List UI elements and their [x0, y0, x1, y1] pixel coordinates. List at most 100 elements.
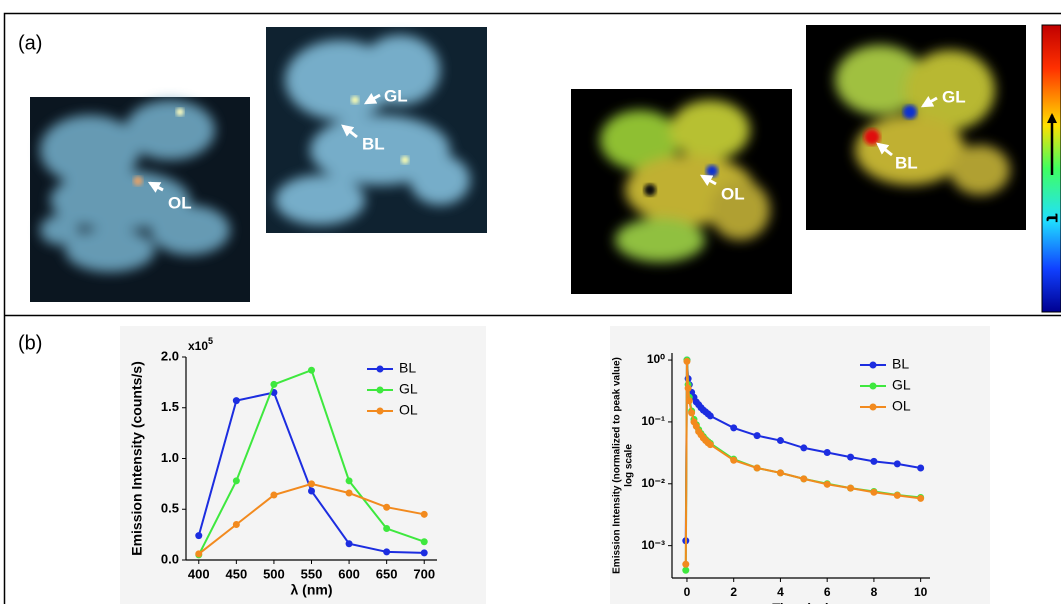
data-point [383, 525, 391, 533]
image-label: OL [168, 193, 192, 212]
data-point [706, 412, 714, 420]
data-point [383, 503, 391, 511]
y-axis-label: Emission Intensity (normalized to peak v… [612, 357, 623, 574]
data-point [232, 477, 240, 485]
x-tick-label: 400 [188, 566, 210, 581]
x-tick-label: 4 [777, 585, 784, 599]
figure-border [3, 12, 1061, 604]
legend-marker [376, 407, 384, 415]
data-point [683, 357, 691, 365]
data-point [684, 384, 692, 392]
legend-label: BL [399, 360, 416, 376]
y-axis-sublabel: log scale [624, 444, 635, 487]
data-point [682, 566, 690, 574]
y-tick-label: 10⁻² [641, 476, 665, 490]
x-tick-label: 0 [684, 585, 691, 599]
data-point [706, 441, 714, 449]
y-multiplier: x105 [188, 336, 213, 353]
y-tick-label: 10⁰ [647, 352, 665, 366]
data-point [870, 488, 878, 496]
data-point [753, 464, 761, 472]
data-point [232, 397, 240, 405]
data-point [917, 494, 925, 502]
data-point [308, 366, 315, 374]
micrograph [30, 97, 250, 302]
micrograph [266, 27, 487, 233]
data-point [730, 424, 738, 432]
data-point [688, 409, 696, 417]
legend-marker [376, 365, 384, 373]
colorbar-label: τ [1042, 214, 1061, 223]
data-point [383, 548, 391, 556]
data-point [847, 453, 855, 461]
data-point [308, 480, 315, 488]
chart-background [610, 326, 990, 604]
data-point [420, 510, 428, 518]
data-point [195, 532, 203, 540]
legend-label: GL [399, 381, 418, 397]
fluorescence-map [806, 25, 1026, 230]
x-tick-label: 700 [413, 566, 435, 581]
legend-marker [869, 403, 877, 411]
legend-label: OL [892, 398, 911, 414]
y-axis-label: Emission Intensity (counts/s) [129, 361, 145, 555]
data-point [420, 549, 428, 557]
legend-label: OL [399, 402, 418, 418]
data-point [685, 397, 693, 405]
data-point [893, 460, 901, 468]
y-multiplier-base: x10 [188, 339, 208, 353]
data-point [917, 464, 925, 472]
x-tick-label: 10 [914, 585, 928, 599]
data-point [682, 560, 690, 568]
legend-marker [869, 382, 877, 390]
data-point [270, 380, 278, 388]
y-tick-label: 1.0 [161, 450, 179, 465]
x-tick-label: 8 [871, 585, 878, 599]
y-tick-label: 10⁻¹ [641, 414, 665, 428]
data-point [823, 480, 831, 488]
data-point [692, 422, 700, 430]
image-label: GL [384, 86, 408, 105]
x-tick-label: 2 [730, 585, 737, 599]
data-point [800, 444, 808, 452]
data-point [753, 432, 761, 440]
data-point [420, 538, 428, 546]
data-point [270, 491, 278, 499]
x-tick-label: 650 [376, 566, 398, 581]
image-label: GL [942, 87, 966, 106]
legend-marker [869, 361, 877, 369]
x-tick-label: 6 [824, 585, 831, 599]
image-label: OL [721, 184, 745, 203]
x-axis-label: Time (μs) [772, 600, 830, 604]
data-point [893, 491, 901, 499]
x-tick-label: 450 [225, 566, 247, 581]
x-axis-label: λ (nm) [291, 582, 333, 598]
y-tick-label: 1.5 [161, 399, 179, 414]
data-point [345, 477, 353, 485]
data-point [776, 469, 784, 477]
data-point [730, 456, 738, 464]
image-label: BL [362, 134, 385, 153]
image-label: BL [895, 153, 918, 172]
data-point [870, 457, 878, 465]
panel-label: (b) [18, 332, 42, 354]
chart-background [120, 326, 486, 604]
fluorescence-map [571, 89, 792, 294]
legend-label: GL [892, 377, 911, 393]
data-point [847, 484, 855, 492]
y-tick-label: 0.0 [161, 551, 179, 566]
legend-marker [376, 386, 384, 394]
data-point [232, 520, 240, 528]
legend-label: BL [892, 356, 909, 372]
y-multiplier-exponent: 5 [208, 336, 213, 346]
data-point [776, 437, 784, 445]
x-tick-label: 600 [338, 566, 360, 581]
y-tick-label: 10⁻³ [641, 538, 665, 552]
data-point [800, 475, 808, 483]
data-point [345, 540, 353, 548]
data-point [823, 449, 831, 457]
x-tick-label: 500 [263, 566, 285, 581]
data-point [308, 487, 315, 495]
